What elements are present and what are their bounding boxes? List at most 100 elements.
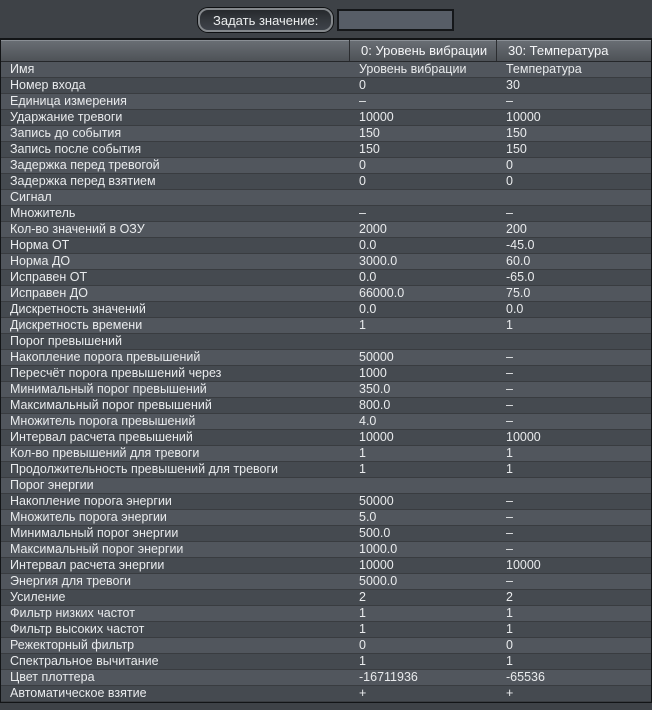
table-row[interactable]: Минимальный порог энергии 500.0 – — [1, 526, 651, 542]
param-value-cell-channel-30[interactable]: – — [506, 398, 513, 412]
param-value-cell-channel-0[interactable]: 66000.0 — [359, 286, 405, 300]
param-value-cell-channel-0[interactable]: 500.0 — [359, 526, 391, 540]
param-value-cell-channel-0[interactable]: 50000 — [359, 350, 394, 364]
table-row[interactable]: Накопление порога превышений 50000 – — [1, 350, 651, 366]
param-value-cell-channel-30[interactable]: Температура — [506, 62, 582, 76]
table-row[interactable]: Задержка перед тревогой 0 0 — [1, 158, 651, 174]
param-value-cell-channel-0[interactable]: 10000 — [359, 110, 394, 124]
param-value-cell-channel-30[interactable]: 2 — [506, 590, 513, 604]
param-value-cell-channel-0[interactable]: 50000 — [359, 494, 394, 508]
table-row[interactable]: Фильтр высоких частот 1 1 — [1, 622, 651, 638]
table-row[interactable]: Норма ОТ 0.0 -45.0 — [1, 238, 651, 254]
header-cell-channel-30[interactable]: 30: Температура — [496, 40, 651, 61]
param-value-cell-channel-0[interactable]: 1000 — [359, 366, 387, 380]
table-row[interactable]: Минимальный порог превышений 350.0 – — [1, 382, 651, 398]
table-row[interactable]: Усиление 2 2 — [1, 590, 651, 606]
param-value-cell-channel-30[interactable]: 1 — [506, 654, 513, 668]
header-cell-channel-0[interactable]: 0: Уровень вибрации — [349, 40, 496, 61]
param-value-cell-channel-30[interactable]: 75.0 — [506, 286, 531, 300]
param-value-cell-channel-30[interactable]: – — [506, 366, 513, 380]
table-row[interactable]: Кол-во превышений для тревоги 1 1 — [1, 446, 651, 462]
param-value-cell-channel-0[interactable]: Уровень вибрации — [359, 62, 467, 76]
param-value-cell-channel-0[interactable]: 2 — [359, 590, 366, 604]
table-row[interactable]: Фильтр низких частот 1 1 — [1, 606, 651, 622]
param-value-cell-channel-30[interactable]: 60.0 — [506, 254, 531, 268]
set-value-button[interactable]: Задать значение: — [198, 8, 334, 32]
param-value-cell-channel-0[interactable]: 0.0 — [359, 238, 377, 252]
table-row[interactable]: Ударжание тревоги 10000 10000 — [1, 110, 651, 126]
param-value-cell-channel-30[interactable]: 0.0 — [506, 302, 524, 316]
param-value-cell-channel-0[interactable]: 3000.0 — [359, 254, 398, 268]
param-value-cell-channel-0[interactable]: – — [359, 94, 366, 108]
param-value-cell-channel-30[interactable]: 0 — [506, 638, 513, 652]
param-value-cell-channel-30[interactable]: – — [506, 206, 513, 220]
param-value-cell-channel-30[interactable] — [496, 190, 651, 205]
param-value-cell-channel-30[interactable]: – — [506, 382, 513, 396]
table-row[interactable]: Норма ДО 3000.0 60.0 — [1, 254, 651, 270]
param-value-cell-channel-30[interactable]: -45.0 — [506, 238, 535, 252]
param-value-cell-channel-0[interactable]: 0 — [359, 78, 366, 92]
param-value-cell-channel-0[interactable]: 1 — [359, 654, 366, 668]
param-value-cell-channel-0[interactable]: 0 — [359, 158, 366, 172]
param-value-cell-channel-0[interactable] — [349, 334, 496, 349]
param-value-cell-channel-30[interactable]: 10000 — [506, 430, 541, 444]
param-value-cell-channel-30[interactable]: 1 — [506, 446, 513, 460]
table-row[interactable]: Запись до события 150 150 — [1, 126, 651, 142]
param-value-cell-channel-0[interactable]: 1 — [359, 446, 366, 460]
table-row[interactable]: Множитель порога превышений 4.0 – — [1, 414, 651, 430]
param-value-cell-channel-30[interactable] — [496, 478, 651, 493]
table-row[interactable]: Кол-во значений в ОЗУ 2000 200 — [1, 222, 651, 238]
table-row[interactable]: Пересчёт порога превышений через 1000 – — [1, 366, 651, 382]
param-value-cell-channel-0[interactable]: 10000 — [359, 430, 394, 444]
param-value-cell-channel-0[interactable]: 350.0 — [359, 382, 391, 396]
param-value-cell-channel-0[interactable]: 10000 — [359, 558, 394, 572]
param-value-cell-channel-30[interactable]: – — [506, 574, 513, 588]
param-value-cell-channel-0[interactable]: 5.0 — [359, 510, 377, 524]
set-value-input[interactable] — [337, 9, 454, 31]
param-value-cell-channel-30[interactable]: – — [506, 542, 513, 556]
table-row[interactable]: Максимальный порог энергии 1000.0 – — [1, 542, 651, 558]
param-value-cell-channel-30[interactable]: – — [506, 510, 513, 524]
table-row[interactable]: Дискретность значений 0.0 0.0 — [1, 302, 651, 318]
param-value-cell-channel-30[interactable]: – — [506, 526, 513, 540]
param-value-cell-channel-0[interactable]: 0 — [359, 638, 366, 652]
param-value-cell-channel-0[interactable]: 1 — [359, 622, 366, 636]
table-row[interactable]: Множитель порога энергии 5.0 – — [1, 510, 651, 526]
section-row[interactable]: Сигнал — [1, 190, 651, 206]
param-value-cell-channel-0[interactable]: 800.0 — [359, 398, 391, 412]
param-value-cell-channel-0[interactable]: 1000.0 — [359, 542, 398, 556]
param-value-cell-channel-30[interactable]: – — [506, 350, 513, 364]
param-value-cell-channel-30[interactable]: 0 — [506, 174, 513, 188]
param-value-cell-channel-0[interactable]: 0 — [359, 174, 366, 188]
section-row[interactable]: Порог энергии — [1, 478, 651, 494]
param-value-cell-channel-0[interactable]: 1 — [359, 606, 366, 620]
table-row[interactable]: Запись после события 150 150 — [1, 142, 651, 158]
param-value-cell-channel-0[interactable]: – — [359, 206, 366, 220]
table-row[interactable]: Дискретность времени 1 1 — [1, 318, 651, 334]
param-value-cell-channel-0[interactable]: 150 — [359, 142, 380, 156]
table-row[interactable]: Накопление порога энергии 50000 – — [1, 494, 651, 510]
param-value-cell-channel-0[interactable]: 1 — [359, 318, 366, 332]
param-value-cell-channel-30[interactable]: 10000 — [506, 110, 541, 124]
table-row[interactable]: Энергия для тревоги 5000.0 – — [1, 574, 651, 590]
param-value-cell-channel-30[interactable]: 1 — [506, 462, 513, 476]
param-value-cell-channel-0[interactable]: -16711936 — [359, 670, 418, 684]
param-value-cell-channel-30[interactable]: – — [506, 94, 513, 108]
section-row[interactable]: Порог превышений — [1, 334, 651, 350]
param-value-cell-channel-30[interactable]: 1 — [506, 318, 513, 332]
param-value-cell-channel-30[interactable]: 1 — [506, 606, 513, 620]
param-value-cell-channel-0[interactable]: 5000.0 — [359, 574, 398, 588]
param-value-cell-channel-30[interactable]: – — [506, 414, 513, 428]
table-row[interactable]: Продолжительность превышений для тревоги… — [1, 462, 651, 478]
param-value-cell-channel-0[interactable]: + — [359, 686, 367, 700]
table-row[interactable]: Цвет плоттера -16711936 -65536 — [1, 670, 651, 686]
table-row[interactable]: Задержка перед взятием 0 0 — [1, 174, 651, 190]
table-row[interactable]: Автоматическое взятие + + — [1, 686, 651, 702]
table-row[interactable]: Интервал расчета превышений 10000 10000 — [1, 430, 651, 446]
table-row[interactable]: Номер входа 0 30 — [1, 78, 651, 94]
param-value-cell-channel-0[interactable]: 4.0 — [359, 414, 377, 428]
param-value-cell-channel-30[interactable]: 150 — [506, 126, 527, 140]
param-value-cell-channel-0[interactable]: 2000 — [359, 222, 387, 236]
param-value-cell-channel-30[interactable]: 0 — [506, 158, 513, 172]
param-value-cell-channel-30[interactable] — [496, 334, 651, 349]
